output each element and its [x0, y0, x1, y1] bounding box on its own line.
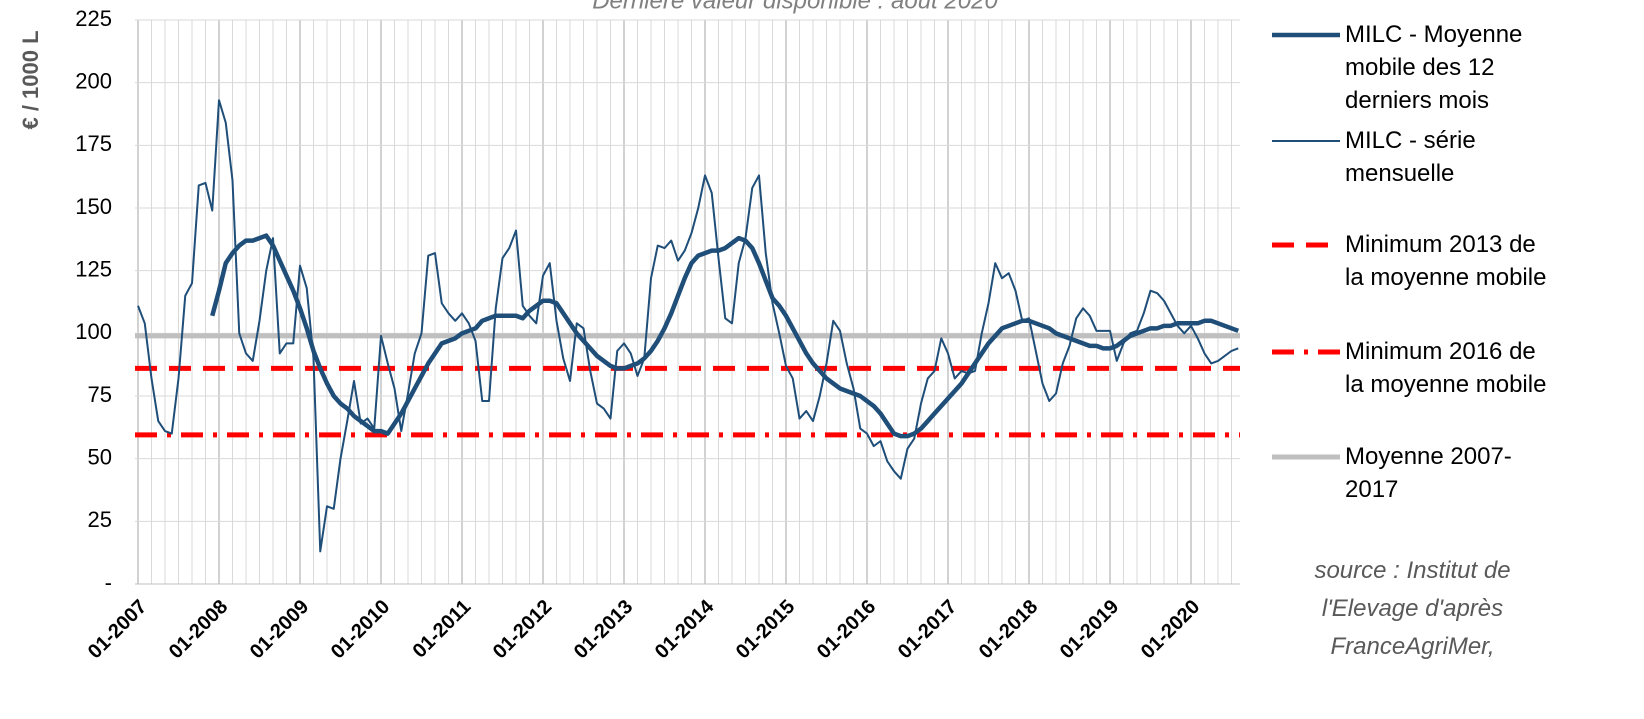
y-tick-label: 225: [75, 6, 112, 31]
y-tick-label: 25: [88, 507, 112, 532]
y-tick-label: 150: [75, 194, 112, 219]
legend-label: MILC - série mensuelle: [1345, 127, 1476, 187]
y-tick-label: 175: [75, 131, 112, 156]
x-tick-label: 01-2014: [651, 595, 719, 663]
legend-label: Minimum 2013 de la moyenne mobile: [1345, 231, 1547, 291]
x-tick-label: 01-2012: [489, 596, 556, 663]
x-tick-label: 01-2009: [246, 596, 313, 663]
x-tick-label: 01-2008: [165, 596, 232, 663]
series-line: [137, 99, 1239, 553]
x-tick-label: 01-2007: [84, 596, 151, 663]
y-tick-label: 75: [88, 382, 112, 407]
y-tick-label: -: [105, 570, 112, 595]
x-tick-label: 01-2020: [1137, 596, 1204, 663]
x-tick-label: 01-2018: [975, 596, 1042, 663]
y-tick-label: 100: [75, 319, 112, 344]
legend-label: MILC - Moyenne mobile des 12 derniers mo…: [1345, 21, 1523, 114]
x-tick-label: 01-2019: [1056, 596, 1123, 663]
source-note: source : Institut de l'Elevage d'après F…: [1314, 557, 1511, 660]
x-tick-label: 01-2011: [409, 596, 476, 663]
x-tick-label: 01-2015: [732, 596, 799, 663]
x-tick-label: 01-2017: [894, 596, 961, 663]
y-tick-label: 200: [75, 68, 112, 93]
y-tick-label: 125: [75, 256, 112, 281]
legend-label: Moyenne 2007-2017: [1345, 443, 1512, 503]
series-line: [210, 233, 1240, 439]
y-axis-label: € / 1000 L: [18, 30, 43, 129]
x-tick-label: 01-2016: [813, 596, 880, 663]
legend-label: Minimum 2016 de la moyenne mobile: [1345, 338, 1547, 398]
chart-subtitle: Dernière valeur disponible : août 2020: [592, 0, 998, 14]
y-tick-label: 50: [88, 444, 112, 469]
x-tick-label: 01-2013: [570, 596, 637, 663]
x-tick-label: 01-2010: [327, 596, 394, 663]
